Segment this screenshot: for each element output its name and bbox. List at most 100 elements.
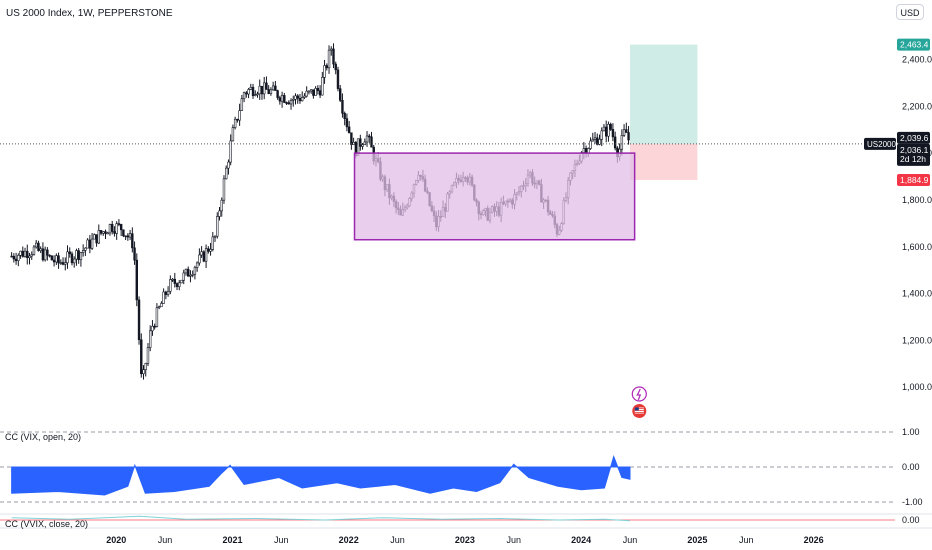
candle[interactable] (146, 343, 150, 367)
candle[interactable] (591, 132, 594, 142)
candle[interactable] (10, 252, 13, 258)
candle[interactable] (200, 246, 203, 258)
candle[interactable] (350, 132, 353, 150)
candle[interactable] (157, 305, 161, 310)
candle[interactable] (242, 91, 246, 103)
candle[interactable] (32, 244, 36, 256)
candle[interactable] (298, 93, 302, 104)
candle[interactable] (124, 235, 127, 241)
indicator-vix-legend[interactable]: CC (VIX, open, 20) (5, 432, 82, 442)
candle[interactable] (162, 288, 165, 304)
candle[interactable] (314, 86, 317, 96)
candle[interactable] (180, 279, 183, 284)
candle[interactable] (589, 137, 592, 150)
candle[interactable] (70, 251, 74, 266)
candle[interactable] (316, 85, 320, 95)
candle[interactable] (12, 253, 16, 263)
candle[interactable] (605, 120, 608, 143)
candle[interactable] (41, 242, 45, 262)
candle[interactable] (370, 131, 373, 148)
candle[interactable] (57, 252, 60, 269)
candle[interactable] (175, 282, 179, 291)
candle[interactable] (341, 93, 344, 118)
candle[interactable] (600, 127, 603, 147)
candle[interactable] (271, 81, 275, 91)
candle[interactable] (108, 223, 112, 236)
candle[interactable] (184, 268, 188, 276)
candle[interactable] (171, 277, 174, 283)
candle[interactable] (334, 61, 337, 75)
candle[interactable] (209, 242, 212, 256)
candle[interactable] (343, 111, 346, 126)
candle[interactable] (61, 257, 65, 266)
candle[interactable] (137, 296, 141, 345)
candle[interactable] (166, 286, 170, 297)
candle[interactable] (347, 120, 351, 134)
candle[interactable] (312, 89, 315, 99)
candle[interactable] (173, 272, 176, 288)
candle[interactable] (602, 124, 606, 132)
candle[interactable] (238, 103, 241, 126)
candle[interactable] (66, 245, 69, 269)
candle[interactable] (128, 229, 132, 241)
candle[interactable] (144, 362, 147, 377)
candle[interactable] (117, 219, 121, 227)
candle[interactable] (365, 131, 369, 147)
candle[interactable] (43, 246, 47, 262)
candle[interactable] (247, 87, 250, 99)
candle[interactable] (131, 227, 134, 253)
candle[interactable] (263, 76, 266, 100)
candle[interactable] (104, 229, 107, 239)
candle[interactable] (627, 126, 630, 145)
candle[interactable] (330, 46, 333, 56)
candle[interactable] (90, 232, 94, 250)
candle[interactable] (86, 238, 89, 249)
candle[interactable] (73, 256, 76, 268)
candle[interactable] (55, 253, 58, 266)
candle[interactable] (97, 224, 100, 245)
candle[interactable] (254, 90, 257, 97)
candle[interactable] (309, 89, 313, 94)
candle[interactable] (77, 248, 80, 264)
candle[interactable] (189, 270, 192, 283)
candle[interactable] (115, 221, 118, 240)
candle[interactable] (79, 251, 83, 267)
candle[interactable] (153, 323, 156, 330)
indicator-vvix-legend[interactable]: CC (VVIX, close, 20) (5, 519, 89, 529)
candle[interactable] (50, 255, 54, 261)
candle[interactable] (233, 116, 237, 130)
candle[interactable] (229, 134, 232, 166)
candle[interactable] (327, 45, 331, 74)
candle[interactable] (46, 247, 49, 261)
candle[interactable] (240, 94, 244, 111)
candle[interactable] (17, 253, 20, 267)
candle[interactable] (160, 301, 163, 308)
candle[interactable] (225, 165, 228, 180)
candle[interactable] (64, 257, 67, 271)
candle[interactable] (30, 251, 33, 260)
candle[interactable] (21, 246, 24, 258)
candle[interactable] (19, 250, 22, 259)
candle[interactable] (593, 131, 597, 144)
candle[interactable] (303, 93, 306, 100)
candle[interactable] (106, 231, 109, 235)
candle[interactable] (607, 121, 610, 142)
candle[interactable] (28, 252, 31, 265)
candle[interactable] (332, 43, 335, 69)
candle[interactable] (283, 92, 286, 104)
currency-button[interactable]: USD (896, 4, 924, 20)
candle[interactable] (363, 138, 366, 146)
candle[interactable] (122, 229, 125, 238)
candle[interactable] (613, 131, 617, 151)
candle[interactable] (287, 100, 290, 105)
candle[interactable] (285, 101, 288, 105)
candle[interactable] (95, 234, 98, 247)
candle[interactable] (93, 233, 96, 240)
candle[interactable] (75, 248, 78, 266)
candle[interactable] (218, 206, 221, 221)
candle[interactable] (359, 134, 362, 151)
candle[interactable] (245, 91, 248, 98)
candle[interactable] (133, 241, 136, 265)
stop-zone[interactable] (629, 143, 698, 181)
candle[interactable] (265, 76, 268, 90)
